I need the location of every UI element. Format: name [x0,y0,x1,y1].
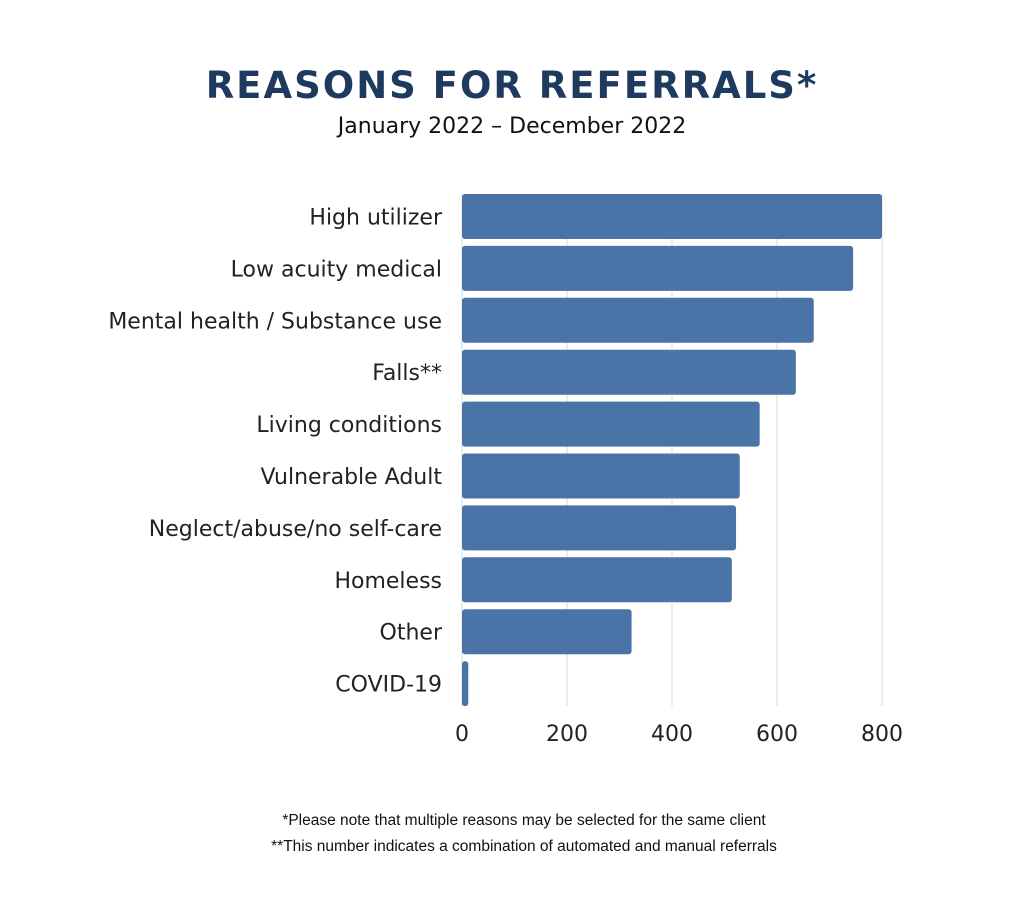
bar [462,194,882,239]
category-label: Other [380,621,443,646]
category-label: Falls** [372,361,442,386]
bar [462,297,814,343]
bar [462,349,796,395]
category-label: Vulnerable Adult [260,465,442,490]
x-axis-tick-labels: 0 200 400 600 800 [455,722,903,747]
bars [462,194,882,707]
category-label: Low acuity medical [231,257,442,282]
footnote-multiple-reasons: *Please note that multiple reasons may b… [282,812,766,829]
category-label: Homeless [334,569,442,594]
chart-subtitle: January 2022 – December 2022 [337,114,687,139]
bar [462,557,732,603]
bar [462,609,632,655]
bar-chart: High utilizer Low acuity medical Mental he… [108,194,903,747]
bar [462,401,760,447]
x-tick-label: 600 [756,722,798,747]
x-tick-label: 200 [546,722,588,747]
chart-title: REASONS FOR REFERRALS* [205,64,819,107]
x-tick-label: 800 [861,722,903,747]
footnote-falls: **This number indicates a combination of… [271,838,777,855]
category-label: High utilizer [309,206,443,231]
category-label: Neglect/abuse/no self-care [149,517,442,542]
category-label: Living conditions [256,413,442,438]
bar [462,453,740,499]
bar [462,661,469,707]
x-tick-label: 400 [651,722,693,747]
bar [462,245,854,291]
category-labels: High utilizer Low acuity medical Mental he… [108,206,443,698]
x-tick-label: 0 [455,722,469,747]
category-label: COVID-19 [335,673,442,698]
category-label: Mental health / Substance use [108,309,442,334]
bar [462,505,737,551]
